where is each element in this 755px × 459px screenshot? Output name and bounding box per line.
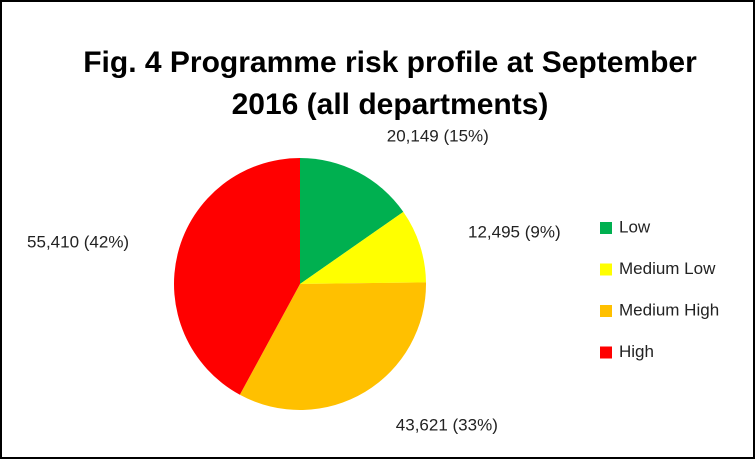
data-label: 55,410 (42%)	[27, 233, 129, 252]
legend-label: Medium High	[619, 300, 719, 319]
legend-swatch	[600, 346, 612, 359]
pie-slice	[173, 158, 300, 395]
data-label: 12,495 (9%)	[468, 223, 561, 242]
data-label: 20,149 (15%)	[387, 126, 489, 145]
legend-label: Medium Low	[619, 259, 716, 278]
chart-title: Fig. 4 Programme risk profile at Septemb…	[83, 46, 697, 121]
data-label: 43,621 (33%)	[396, 416, 498, 435]
legend-swatch	[600, 222, 612, 234]
legend-swatch	[600, 263, 612, 276]
legend-label: High	[619, 342, 654, 361]
legend-swatch	[600, 305, 612, 317]
pie-slice	[300, 158, 404, 284]
pie-slice	[300, 211, 426, 284]
pie-slice	[239, 282, 426, 410]
legend-label: Low	[619, 217, 651, 236]
